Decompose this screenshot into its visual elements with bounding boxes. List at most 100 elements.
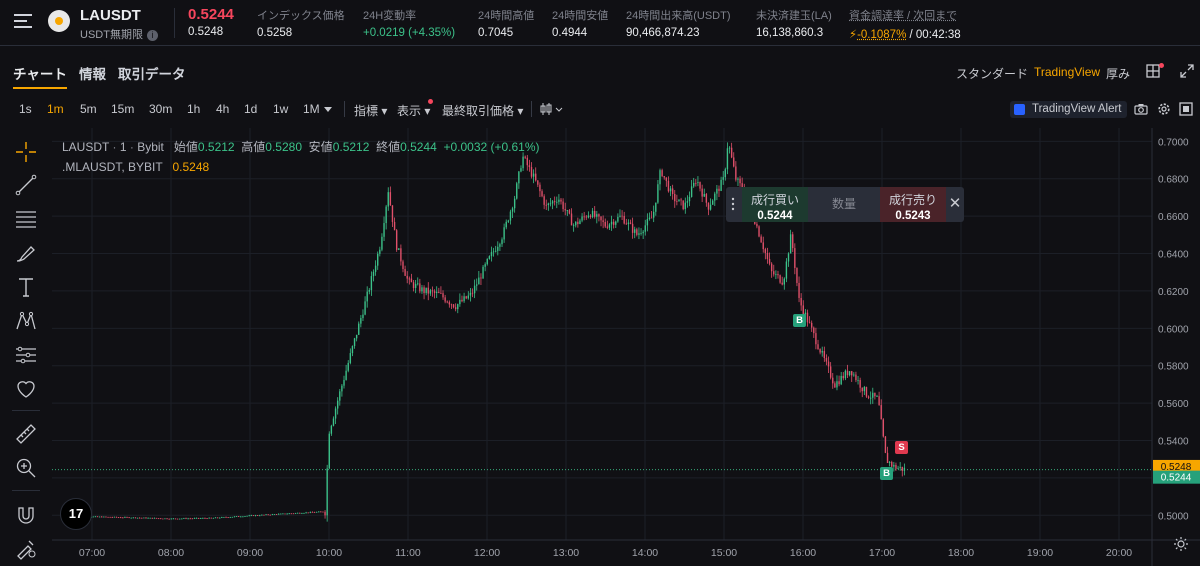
price-chart[interactable]: 0.7000 0.6800 0.6600 0.6400 0.6200 0.6000 0.58… <box>52 128 1200 566</box>
lock-drawings-icon[interactable] <box>12 534 40 562</box>
close-icon[interactable]: ✕ <box>948 195 962 212</box>
tradingview-alert-button[interactable]: TradingView Alert <box>1010 101 1127 118</box>
candle-body <box>366 291 368 302</box>
candle-body <box>471 292 474 294</box>
candle-body <box>427 287 429 294</box>
candle-body <box>296 512 299 514</box>
magnet-icon[interactable] <box>12 502 40 530</box>
timeframe-1w[interactable]: 1w <box>273 102 289 116</box>
candle-body <box>244 516 246 517</box>
timeframe-dropdown-icon[interactable] <box>324 107 332 112</box>
candle-body <box>872 392 874 398</box>
candle-body <box>210 517 212 519</box>
tab-info[interactable]: 情報 <box>79 67 106 82</box>
candle-body <box>570 213 573 226</box>
candle-body <box>461 299 463 302</box>
candle-body <box>117 517 120 519</box>
contract-type-label: USDT無期限 <box>80 29 143 41</box>
timeframe-5m[interactable]: 5m <box>80 102 97 116</box>
candle-body <box>547 203 550 206</box>
candle-body <box>886 452 889 464</box>
market-sell-button[interactable]: 成行売り 0.5243 <box>880 187 946 222</box>
candle-body <box>221 517 223 518</box>
fullscreen-icon[interactable] <box>1179 102 1193 116</box>
layout-grid-icon[interactable] <box>1146 64 1160 78</box>
buy-marker[interactable]: B <box>880 467 893 480</box>
stat-24h-high: 24時間高値 0.7045 <box>478 7 534 39</box>
camera-icon[interactable] <box>1134 102 1148 116</box>
candle-body <box>789 234 792 254</box>
candle-body <box>457 304 459 310</box>
settings-gear-icon[interactable] <box>1157 102 1171 116</box>
brush-tool-icon[interactable] <box>12 239 40 267</box>
candle-body <box>526 157 528 166</box>
y-tick-label: 0.6800 <box>1158 175 1189 186</box>
candle-body <box>425 287 427 294</box>
candle-body <box>132 517 135 519</box>
sell-marker[interactable]: S <box>895 441 908 454</box>
candle-body <box>785 261 788 279</box>
buy-marker[interactable]: B <box>793 314 806 327</box>
drag-handle-icon[interactable] <box>731 197 735 211</box>
quantity-input[interactable]: 数量 <box>831 197 856 211</box>
mark-series-value: 0.5248 <box>172 160 210 174</box>
price-type-menu[interactable]: 最終取引価格 ▾ <box>442 104 524 118</box>
legend-close: 0.5244 <box>400 140 437 154</box>
expand-icon[interactable] <box>1180 64 1194 78</box>
candle-body <box>575 221 577 226</box>
candle-body <box>113 516 116 518</box>
candle-body <box>400 248 402 262</box>
x-tick-label: 08:00 <box>158 547 184 559</box>
horizontal-lines-tool-icon[interactable] <box>12 205 40 233</box>
info-icon[interactable]: i <box>146 29 158 41</box>
view-tradingview[interactable]: TradingView <box>1034 65 1101 79</box>
candle-body <box>480 277 482 279</box>
view-standard[interactable]: スタンダード <box>956 67 1029 81</box>
candle-body <box>229 517 231 518</box>
tab-chart[interactable]: チャート <box>13 63 67 89</box>
timeframe-1M[interactable]: 1M <box>303 102 320 116</box>
timeframe-1h[interactable]: 1h <box>187 102 201 116</box>
candle-body <box>636 229 638 235</box>
crosshair-tool-icon[interactable] <box>12 138 40 166</box>
candle-body <box>522 156 524 169</box>
x-tick-label: 17:00 <box>869 547 895 559</box>
candle-body <box>543 196 545 205</box>
pattern-tool-icon[interactable] <box>12 307 40 335</box>
timeframe-30m[interactable]: 30m <box>149 102 173 116</box>
stat-label: 24H変動率 <box>363 10 417 22</box>
candle-body <box>214 517 217 519</box>
x-tick-label: 20:00 <box>1106 547 1132 559</box>
text-tool-icon[interactable] <box>12 273 40 301</box>
theme-sun-icon[interactable] <box>1173 536 1189 552</box>
market-buy-button[interactable]: 成行買い 0.5244 <box>742 187 808 222</box>
menu-icon[interactable] <box>14 14 32 30</box>
display-menu[interactable]: 表示 ▾ <box>397 104 431 118</box>
stat-value: +0.0219 (+4.35%) <box>363 27 456 39</box>
last-price-tag <box>1153 470 1200 484</box>
candle-body <box>722 177 724 180</box>
candle-body <box>168 518 170 520</box>
view-depth[interactable]: 厚み <box>1106 67 1131 81</box>
candle-style-icon[interactable] <box>540 102 564 116</box>
stat-funding-rate[interactable]: 資金調達率 / 次回まで ⚡-0.1087% / 00:42:38 <box>849 7 961 41</box>
timeframe-1s[interactable]: 1s <box>19 102 32 116</box>
timeframe-4h[interactable]: 4h <box>216 102 230 116</box>
timeframe-1d[interactable]: 1d <box>244 102 258 116</box>
candle-body <box>718 188 720 191</box>
tab-trade-data[interactable]: 取引データ <box>118 67 186 82</box>
candle-body <box>821 351 823 353</box>
stat-index-price: インデックス価格 0.5258 <box>257 7 345 39</box>
timeframe-15m[interactable]: 15m <box>111 102 135 116</box>
trend-line-tool-icon[interactable] <box>12 171 40 199</box>
heart-icon[interactable] <box>12 375 40 403</box>
symbol-name[interactable]: LAUSDT <box>80 7 141 24</box>
candle-body <box>848 371 851 376</box>
ruler-icon[interactable] <box>12 420 40 448</box>
fib-tool-icon[interactable] <box>12 341 40 369</box>
contract-type: USDT無期限 i <box>80 26 158 42</box>
zoom-icon[interactable] <box>12 454 40 482</box>
candle-body <box>318 511 320 513</box>
timeframe-1m[interactable]: 1m <box>47 102 64 116</box>
indicators-menu[interactable]: 指標 ▾ <box>354 104 388 118</box>
